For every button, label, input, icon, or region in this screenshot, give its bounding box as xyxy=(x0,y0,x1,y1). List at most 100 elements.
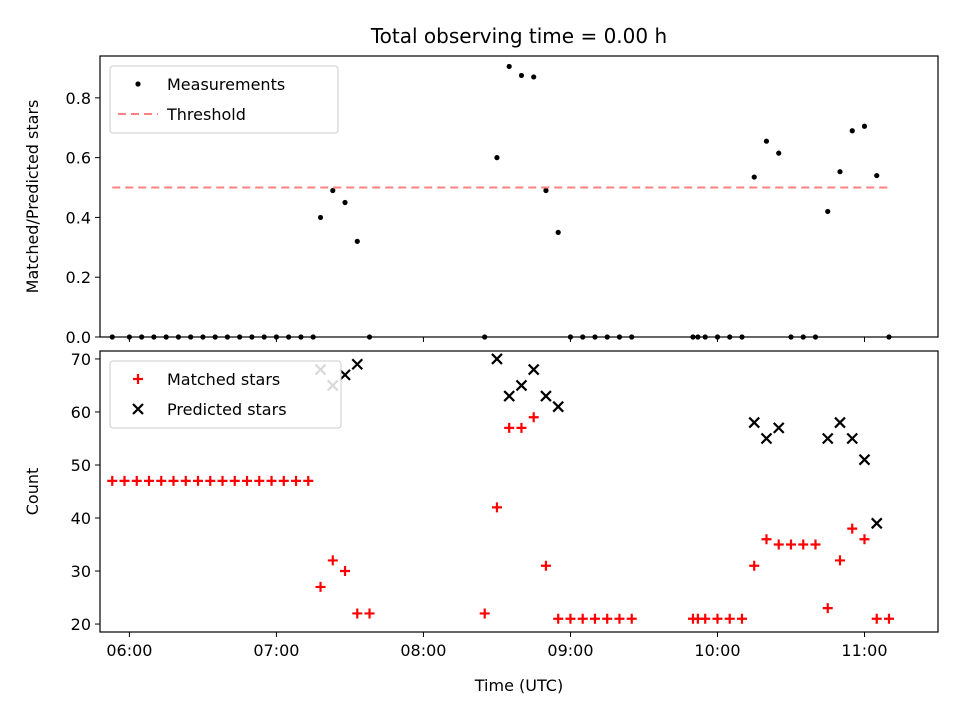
measurement-point xyxy=(543,187,549,194)
x-tick-label: 10:00 xyxy=(694,641,740,660)
axes-frame xyxy=(99,350,939,633)
matched-point xyxy=(364,608,375,619)
matched-point xyxy=(822,603,833,614)
matched-point xyxy=(352,608,363,619)
legend-label: Matched stars xyxy=(167,370,280,389)
matched-point xyxy=(168,475,179,486)
top-panel: 0.0 0.2 0.4 0.6 0.8 Matched/Predicted stars To… xyxy=(23,24,939,347)
matched-point xyxy=(834,555,845,566)
matched-point xyxy=(315,581,326,592)
matched-point xyxy=(871,613,882,624)
matched-point xyxy=(340,566,351,577)
matched-point xyxy=(553,613,564,624)
legend-dot-icon xyxy=(135,81,141,87)
y-tick-label: 0.2 xyxy=(66,268,91,287)
y-tick-label: 20 xyxy=(71,615,91,634)
measurement-point xyxy=(317,214,324,221)
matched-point xyxy=(798,539,809,550)
matched-point xyxy=(626,613,637,624)
matched-point xyxy=(847,523,858,534)
y-tick-label: 70 xyxy=(71,350,91,369)
y-axis-label: Matched/Predicted stars xyxy=(23,100,42,294)
matched-point xyxy=(217,475,228,486)
measurement-point xyxy=(531,74,537,80)
axes-frame xyxy=(99,55,939,338)
matched-point xyxy=(131,475,142,486)
matched-point xyxy=(491,502,502,513)
matched-point xyxy=(278,475,289,486)
y-axis-label: Count xyxy=(23,468,42,516)
measurement-point xyxy=(506,63,512,70)
measurement-point xyxy=(874,172,880,179)
matched-point xyxy=(303,475,314,486)
matched-point xyxy=(540,560,551,571)
predicted-point xyxy=(870,517,883,530)
matched-point xyxy=(156,475,167,486)
predicted-point xyxy=(748,416,761,429)
measurement-point xyxy=(849,128,855,134)
matched-point xyxy=(700,613,711,624)
matched-point xyxy=(749,560,760,571)
matched-point xyxy=(504,422,515,433)
bottom-panel: 20 30 40 50 60 70 06:00 07:00 08:00 09:00 10:00 11:… xyxy=(23,350,939,695)
series-matched-stars xyxy=(107,412,894,624)
predicted-point xyxy=(846,432,859,445)
matched-point xyxy=(107,475,118,486)
x-axis-label: Time (UTC) xyxy=(474,676,563,695)
legend: Measurements Threshold xyxy=(109,65,339,134)
predicted-point xyxy=(760,432,773,445)
y-tick-label: 40 xyxy=(71,509,91,528)
matched-point xyxy=(144,475,155,486)
measurement-point xyxy=(837,169,843,175)
matched-point xyxy=(291,475,302,486)
measurement-point xyxy=(354,238,360,244)
y-tick-label: 50 xyxy=(71,456,91,475)
predicted-point xyxy=(821,432,834,445)
measurement-point xyxy=(330,187,336,194)
matched-point xyxy=(724,613,735,624)
legend-label: Predicted stars xyxy=(167,400,287,419)
legend-box xyxy=(109,65,339,134)
matched-point xyxy=(528,412,539,423)
predicted-point xyxy=(834,416,846,429)
series-predicted-stars xyxy=(314,353,883,530)
matched-point xyxy=(565,613,576,624)
y-tick-label: 0.4 xyxy=(66,208,91,227)
matched-point xyxy=(229,475,240,486)
predicted-point xyxy=(772,422,785,434)
matched-point xyxy=(193,475,204,486)
matched-point xyxy=(602,613,613,624)
x-tick-label: 11:00 xyxy=(841,641,887,660)
predicted-point xyxy=(858,453,871,466)
predicted-point xyxy=(339,369,351,381)
matched-point xyxy=(205,475,216,486)
legend-label: Threshold xyxy=(166,105,246,124)
matched-point xyxy=(712,613,723,624)
measurement-point xyxy=(825,208,831,215)
matched-point xyxy=(242,475,253,486)
matched-point xyxy=(266,475,277,486)
y-tick-label: 30 xyxy=(71,562,91,581)
measurement-point xyxy=(555,229,561,235)
x-tick-label: 06:00 xyxy=(106,641,152,660)
predicted-point xyxy=(351,358,364,371)
measurement-point xyxy=(776,150,782,156)
matched-point xyxy=(614,613,625,624)
matched-point xyxy=(785,539,796,550)
measurement-point xyxy=(751,174,757,180)
matched-point xyxy=(736,613,747,624)
matched-point xyxy=(761,534,772,545)
matched-point xyxy=(810,539,821,550)
predicted-point xyxy=(515,379,528,392)
matched-point xyxy=(119,475,130,486)
chart-title: Total observing time = 0.00 h xyxy=(370,24,667,48)
legend-x-icon xyxy=(132,403,144,415)
measurement-point xyxy=(494,155,500,161)
matched-point xyxy=(773,539,784,550)
x-tick-label: 09:00 xyxy=(547,641,593,660)
y-tick-label: 0.8 xyxy=(66,89,91,108)
matched-point xyxy=(516,422,527,433)
x-tick-label: 07:00 xyxy=(253,641,299,660)
predicted-point xyxy=(540,390,552,402)
